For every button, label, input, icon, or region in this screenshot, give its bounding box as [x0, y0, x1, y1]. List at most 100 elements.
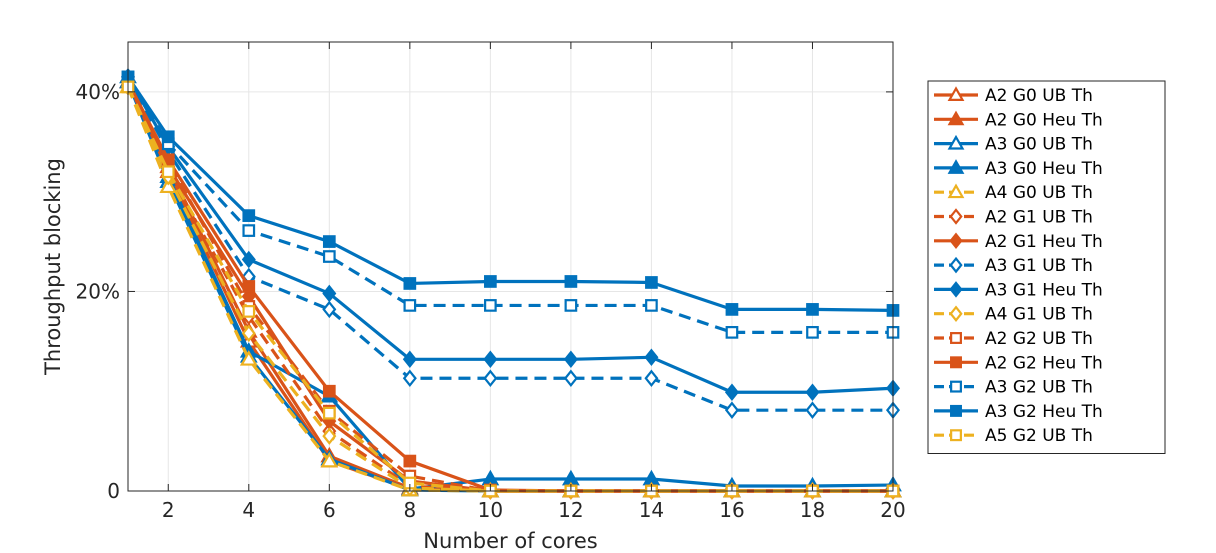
- data-point: [645, 299, 658, 312]
- data-point: [564, 299, 578, 312]
- data-point: [949, 305, 963, 322]
- y-tick-label: 40%: [76, 80, 120, 104]
- y-tick-label: 20%: [76, 279, 120, 303]
- data-point: [322, 427, 337, 445]
- data-point: [161, 130, 175, 144]
- data-point: [947, 86, 965, 101]
- data-point: [724, 383, 739, 401]
- legend-label: A4 G0 UB Th: [985, 183, 1093, 203]
- legend-item: A2 G0 Heu Th: [934, 110, 1103, 130]
- data-point: [403, 299, 417, 312]
- x-tick-label: 6: [323, 498, 336, 522]
- legend-item: A3 G1 UB Th: [934, 256, 1093, 276]
- data-point: [242, 224, 256, 237]
- data-point: [950, 356, 962, 369]
- legend-item: A3 G2 Heu Th: [934, 402, 1103, 422]
- axes-box: [127, 41, 894, 492]
- data-point: [322, 250, 336, 263]
- data-point: [644, 348, 659, 367]
- data-point: [725, 326, 739, 339]
- legend-label: A2 G2 Heu Th: [985, 353, 1103, 373]
- legend-item: A4 G0 UB Th: [934, 183, 1093, 203]
- data-point: [242, 305, 256, 318]
- x-tick-label: 20: [880, 498, 905, 522]
- legend-item: A3 G2 UB Th: [934, 378, 1093, 398]
- data-point: [403, 277, 417, 290]
- x-tick-label: 14: [639, 498, 664, 522]
- legend-item: A3 G1 Heu Th: [934, 280, 1103, 300]
- legend-label: A2 G0 UB Th: [985, 86, 1093, 106]
- data-point: [806, 326, 819, 339]
- data-point: [320, 451, 339, 468]
- y-tick-label: 0: [107, 479, 120, 503]
- data-point: [947, 183, 965, 199]
- data-point: [322, 300, 337, 319]
- plot-frame: [127, 41, 894, 492]
- data-point: [563, 350, 578, 369]
- legend-label: A3 G1 Heu Th: [985, 280, 1103, 300]
- data-point: [483, 350, 498, 369]
- data-point: [484, 299, 497, 312]
- legend-item: A2 G2 UB Th: [934, 329, 1093, 349]
- legend-item: A5 G2 UB Th: [934, 426, 1093, 446]
- data-point: [322, 384, 336, 398]
- x-tick-label: 2: [162, 498, 175, 522]
- x-tick-label: 4: [242, 498, 255, 522]
- data-point: [564, 275, 578, 288]
- data-point: [242, 209, 256, 222]
- legend-item: A2 G1 UB Th: [934, 208, 1093, 228]
- legend-label: A3 G2 Heu Th: [985, 402, 1103, 422]
- data-point: [949, 281, 963, 298]
- x-tick-label: 16: [719, 498, 744, 522]
- data-point: [947, 134, 965, 150]
- legend-item: A4 G1 UB Th: [934, 305, 1093, 325]
- data-point: [322, 406, 336, 420]
- legend-label: A3 G0 Heu Th: [985, 159, 1103, 179]
- data-point: [806, 303, 819, 316]
- data-point: [645, 276, 658, 289]
- legend-label: A2 G1 Heu Th: [985, 232, 1103, 252]
- x-tick-label: 12: [558, 498, 583, 522]
- data-point: [159, 177, 178, 194]
- legend-item: A2 G2 Heu Th: [934, 353, 1103, 373]
- y-axis-label: Throughput blocking: [41, 158, 65, 376]
- x-tick-label: 18: [800, 498, 825, 522]
- data-point: [402, 369, 417, 388]
- data-point: [950, 380, 962, 393]
- legend-label: A3 G1 UB Th: [985, 256, 1093, 276]
- data-point: [403, 454, 417, 468]
- data-point: [947, 110, 965, 126]
- legend-label: A3 G2 UB Th: [985, 378, 1093, 398]
- x-tick-label: 8: [403, 498, 416, 522]
- data-point: [483, 369, 498, 388]
- legend-item: A2 G1 Heu Th: [934, 232, 1103, 252]
- tick-labels: 2 4 6 8 10 12 14 16 18 20 0 20% 40%: [76, 80, 906, 522]
- data-point: [402, 350, 417, 369]
- legend-label: A4 G1 UB Th: [985, 305, 1093, 325]
- series-line: [126, 76, 893, 412]
- data-point: [950, 404, 962, 417]
- data-point: [322, 235, 336, 248]
- data-point: [947, 159, 965, 174]
- data-point: [949, 232, 963, 250]
- legend-label: A2 G0 Heu Th: [985, 110, 1103, 130]
- data-point: [239, 350, 258, 366]
- data-point: [563, 369, 578, 388]
- legend-label: A3 G0 UB Th: [985, 135, 1093, 155]
- data-point: [805, 383, 820, 401]
- data-point: [950, 429, 962, 442]
- data-point: [484, 275, 497, 288]
- data-point: [950, 332, 962, 344]
- data-point: [161, 165, 175, 179]
- data-point: [725, 303, 739, 316]
- data-point: [242, 280, 256, 293]
- series-line: [126, 76, 893, 334]
- data-point: [724, 401, 739, 419]
- data-point: [322, 284, 337, 303]
- legend-item: A2 G0 UB Th: [934, 86, 1093, 106]
- legend-item: A3 G0 UB Th: [934, 135, 1093, 155]
- legend-item: A3 G0 Heu Th: [934, 159, 1103, 179]
- data-point: [241, 250, 256, 269]
- legend-label: A2 G2 UB Th: [985, 329, 1093, 349]
